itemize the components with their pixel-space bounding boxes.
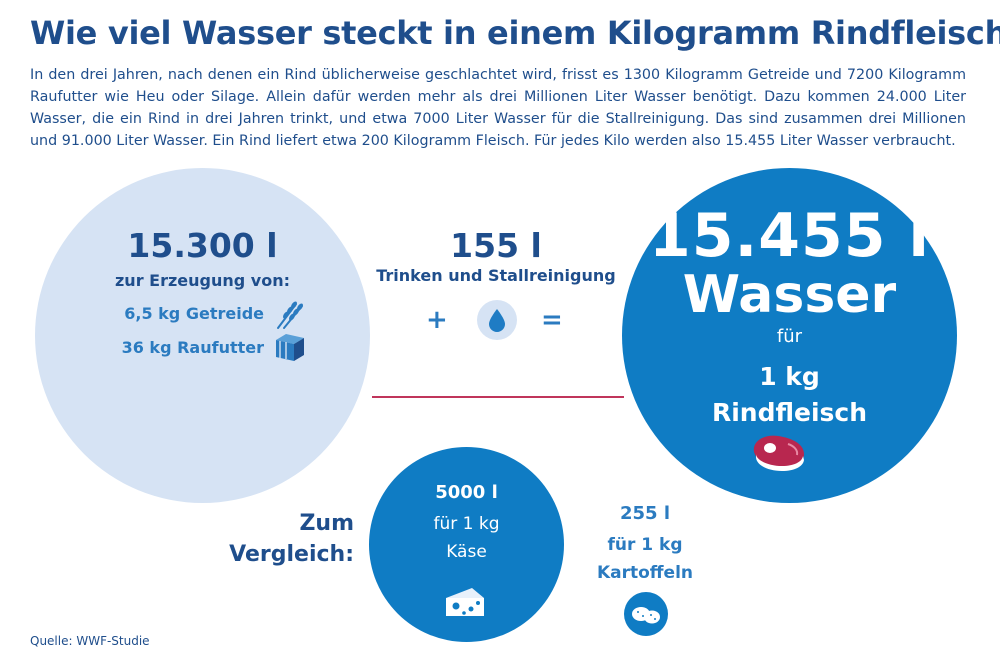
cheese-label-line1: für 1 kg	[433, 514, 500, 534]
source-note: Quelle: WWF-Studie	[30, 634, 150, 648]
comparison-heading-line1: Zum	[299, 511, 354, 536]
total-product: Rindfleisch	[711, 398, 868, 427]
cheese-icon	[446, 588, 484, 616]
wheat-icon	[277, 301, 303, 329]
drinking-label: Trinken und Stallreinigung	[376, 266, 616, 285]
potato-label-line2: Kartoffeln	[596, 563, 694, 583]
intro-text: In den drei Jahren, nach denen ein Rind …	[30, 67, 966, 149]
feed-item-getreide: 6,5 kg Getreide	[124, 304, 264, 323]
comparison-heading: Zum Vergleich:	[200, 508, 354, 570]
potato-amount: 255 l	[619, 503, 670, 524]
total-unit: Wasser	[682, 265, 897, 325]
potato-label: für 1 kg Kartoffeln	[560, 531, 730, 587]
potato-icon	[632, 607, 660, 624]
potato-badge	[624, 592, 668, 636]
potato-label-line1: für 1 kg	[607, 535, 683, 555]
feed-item-raufutter: 36 kg Raufutter	[121, 338, 264, 357]
total-quantity: 1 kg	[759, 362, 820, 391]
water-drop-badge	[477, 300, 517, 340]
equals-sign: =	[541, 305, 563, 335]
page-title: Wie viel Wasser steckt in einem Kilogram…	[30, 14, 1000, 52]
feed-circle	[35, 168, 370, 503]
cheese-label-line2: Käse	[446, 542, 487, 562]
cheese-amount: 5000 l	[435, 482, 498, 503]
plus-sign: +	[426, 305, 448, 335]
steak-icon	[753, 435, 804, 471]
hay-bale-icon	[276, 334, 304, 361]
cheese-label: für 1 kg Käse	[369, 510, 564, 566]
water-drop-icon	[489, 309, 505, 332]
total-fuer: für	[776, 326, 803, 347]
divider-line	[372, 396, 624, 398]
comparison-heading-line2: Vergleich:	[229, 542, 354, 567]
feed-amount: 15.300 l	[127, 226, 278, 265]
total-amount: 15.455 l	[649, 201, 930, 271]
drinking-amount: 155 l	[450, 226, 542, 265]
feed-label: zur Erzeugung von:	[114, 271, 290, 290]
